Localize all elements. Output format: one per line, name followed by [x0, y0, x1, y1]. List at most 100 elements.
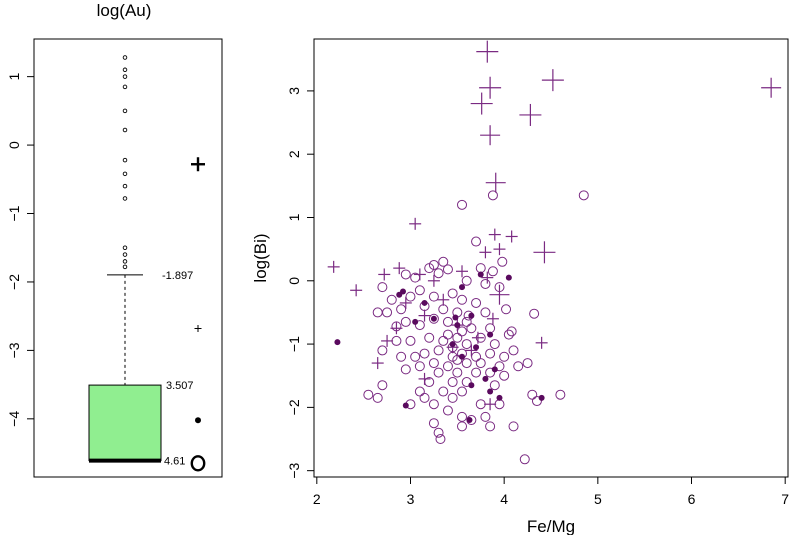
- scatter-point-circle: [447, 377, 458, 388]
- scatter-point-plus: [541, 69, 564, 92]
- scatter-point-plus: [371, 357, 384, 370]
- scatter-point-dot: [468, 312, 475, 319]
- box-outlier: [122, 55, 128, 60]
- scatter-point-plus: [476, 40, 499, 63]
- scatter-point-circle: [424, 377, 435, 388]
- scatter-point-plus: [761, 77, 782, 98]
- boxplot-y-axis: −4 −3 −2 −1 0 1: [6, 73, 34, 427]
- scatter-point-plus: [350, 284, 363, 297]
- scatter-point-circle: [501, 304, 512, 315]
- scatter-point-circle: [499, 351, 510, 362]
- scatter-point-dot: [412, 318, 419, 325]
- scatter-x-tick-label: 3: [407, 491, 415, 507]
- box-outlier: [122, 171, 128, 177]
- scatter-point-circle: [457, 326, 468, 337]
- scatter-point-dot: [487, 388, 494, 395]
- scatter-point-plus: [505, 230, 518, 243]
- scatter-point-plus: [327, 260, 340, 273]
- scatter-point-circle: [363, 389, 374, 400]
- scatter-point-circle: [452, 367, 463, 378]
- scatter-point-plus: [393, 262, 406, 275]
- scatter-point-circle: [522, 358, 533, 369]
- scatter-point-plus: [378, 268, 391, 281]
- scatter-point-circle: [513, 361, 524, 372]
- scatter-y-tick-label: −2: [286, 399, 302, 415]
- scatter-point-circle: [485, 323, 496, 334]
- scatter-point-dot: [496, 394, 503, 401]
- scatter-point-plus: [399, 296, 412, 309]
- scatter-point-circle: [529, 308, 540, 319]
- scatter-point-dot: [505, 274, 512, 281]
- scatter-point-dot: [459, 353, 466, 360]
- scatter-point-plus: [493, 243, 506, 256]
- scatter-point-circle: [499, 370, 510, 381]
- box-outlier: [122, 127, 128, 133]
- scatter-point-circle: [503, 329, 514, 340]
- scatter-point-plus: [488, 228, 501, 241]
- scatter-point-circle: [531, 396, 542, 407]
- scatter-point-circle: [480, 307, 491, 318]
- scatter-point-circle: [578, 190, 589, 201]
- scatter-point-circle: [391, 335, 402, 346]
- scatter-point-circle: [386, 294, 397, 305]
- scatter-point-circle: [461, 358, 472, 369]
- scatter-point-dot: [487, 331, 494, 338]
- scatter-point-circle: [452, 332, 463, 343]
- scatter-point-plus: [489, 284, 510, 305]
- scatter-point-dot: [477, 271, 484, 278]
- scatter-y-label: log(Bi): [251, 233, 270, 282]
- scatter-point-circle: [391, 321, 402, 332]
- scatter-y-axis: −3 −2 −1 0 1 2 3: [286, 87, 314, 479]
- scatter-point-circle: [400, 269, 411, 280]
- boxplot-title: log(Au): [97, 1, 152, 20]
- scatter-point-dot: [491, 366, 498, 373]
- scatter-point-plus: [533, 241, 556, 264]
- scatter-point-circle: [489, 339, 500, 350]
- box-y-tick-label: −4: [6, 411, 22, 427]
- scatter-point-circle: [405, 291, 416, 302]
- scatter-point-circle: [433, 345, 444, 356]
- scatter-point-circle: [487, 190, 498, 201]
- box-y-tick-label: 1: [6, 73, 22, 81]
- scatter-point-circle: [457, 421, 468, 432]
- scatter-y-tick-label: −1: [286, 336, 302, 352]
- scatter-point-plus: [409, 217, 422, 230]
- scatter-point-plus: [456, 265, 469, 278]
- box-y-tick-label: −3: [6, 342, 22, 358]
- scatter-point-circle: [489, 380, 500, 391]
- scatter-point-circle: [410, 272, 421, 283]
- scatter-point-circle: [485, 348, 496, 359]
- scatter-point-circle: [435, 434, 446, 445]
- scatter-point-circle: [424, 332, 435, 343]
- scatter-point-circle: [485, 421, 496, 432]
- scatter-point-circle: [396, 304, 407, 315]
- scatter-point-circle: [471, 297, 482, 308]
- scatter-point-circle: [400, 316, 411, 327]
- scatter-point-circle: [555, 389, 566, 400]
- scatter-point-dot: [430, 315, 437, 322]
- scatter-point-circle: [457, 294, 468, 305]
- scatter-point-circle: [475, 358, 486, 369]
- scatter-point-circle: [506, 326, 517, 337]
- scatter-point-circle: [527, 389, 538, 400]
- scatter-point-circle: [428, 358, 439, 369]
- scatter-point-plus: [486, 312, 499, 325]
- box-y-tick-label: 0: [6, 141, 22, 149]
- scatter-point-circle: [400, 364, 411, 375]
- scatter-point-circle: [442, 264, 453, 275]
- scatter-point-circle: [396, 351, 407, 362]
- scatter-point-circle: [508, 345, 519, 356]
- scatter-point-dot: [452, 314, 459, 321]
- scatter-point-plus: [470, 92, 493, 115]
- box-outlier: [122, 259, 128, 264]
- scatter-point-circle: [466, 323, 477, 334]
- scatter-point-circle: [442, 329, 453, 340]
- scatter-point-plus: [484, 398, 497, 411]
- scatter-point-dot: [449, 341, 456, 348]
- scatter-point-plus: [479, 76, 502, 99]
- box-y-tick-label: −2: [6, 274, 22, 290]
- scatter-point-circle: [428, 291, 439, 302]
- scatter-x-tick-label: 7: [781, 491, 789, 507]
- scatter-point-plus: [465, 344, 478, 357]
- scatter-point-circle: [475, 399, 486, 410]
